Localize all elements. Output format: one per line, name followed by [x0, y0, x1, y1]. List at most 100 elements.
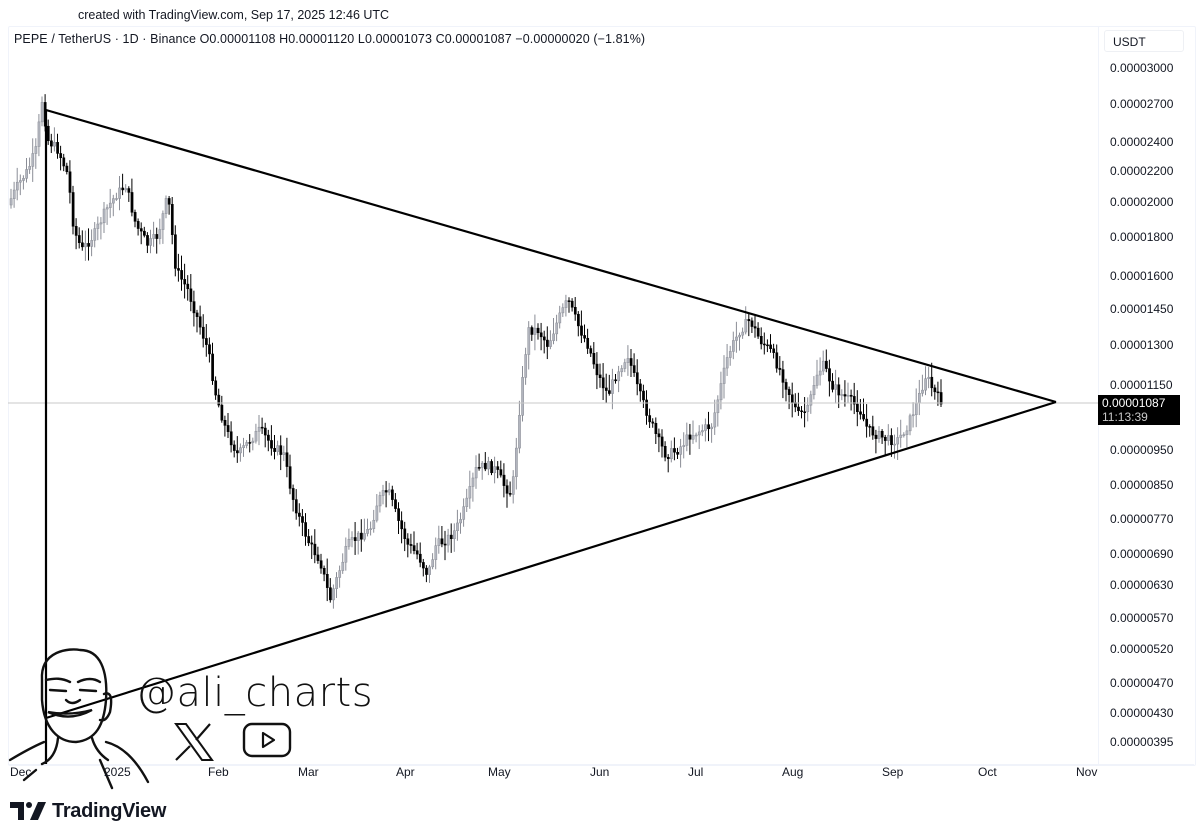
candle: [99, 222, 103, 225]
candle: [893, 443, 896, 446]
price-tick-label: 0.00000950: [1110, 443, 1174, 457]
candle: [164, 198, 168, 214]
tradingview-logo-icon: [10, 802, 46, 820]
candle: [186, 283, 190, 290]
candle: [465, 497, 469, 507]
candle: [608, 390, 611, 394]
candle: [890, 435, 893, 446]
candle: [859, 411, 862, 415]
candle: [580, 325, 583, 336]
candle: [862, 414, 865, 420]
candle: [592, 352, 596, 365]
candle: [90, 240, 94, 247]
tradingview-logo[interactable]: TradingView: [10, 800, 166, 822]
triangle-pattern[interactable]: [44, 108, 1057, 764]
candle: [818, 370, 822, 376]
candle: [96, 223, 100, 229]
candle: [756, 327, 760, 337]
candles: [9, 94, 943, 609]
candle: [130, 192, 134, 213]
candle: [372, 519, 376, 529]
candle: [939, 392, 943, 405]
price-tick-label: 0.00002200: [1110, 164, 1174, 178]
candle: [180, 270, 183, 280]
candle: [329, 587, 332, 601]
candle: [434, 545, 438, 560]
candle: [267, 434, 270, 441]
candle: [84, 243, 87, 248]
candle: [9, 198, 13, 206]
candle: [248, 442, 252, 444]
candle: [753, 326, 757, 329]
candle: [573, 307, 577, 315]
candle: [685, 434, 689, 446]
candle: [511, 476, 515, 495]
candle: [508, 493, 512, 495]
candle: [214, 380, 218, 396]
candle: [682, 445, 686, 447]
candle: [648, 415, 652, 423]
time-tick-label: Dec: [10, 765, 32, 779]
price-tick-label: 0.00001600: [1110, 269, 1174, 283]
candle: [375, 505, 379, 521]
price-tick-label: 0.00001150: [1110, 378, 1173, 392]
candle: [242, 445, 245, 448]
candle: [936, 391, 940, 394]
time-tick-label: Oct: [978, 765, 997, 779]
candle: [911, 414, 915, 417]
price-tick-label: 0.00002700: [1110, 97, 1174, 111]
candle: [313, 543, 317, 556]
candle: [174, 234, 177, 269]
candle: [397, 508, 400, 521]
candle: [347, 538, 351, 547]
candle: [614, 379, 617, 382]
candle: [205, 338, 208, 345]
candle: [220, 404, 224, 421]
price-tick-label: 0.00000470: [1110, 676, 1174, 690]
candle: [229, 431, 233, 446]
price-tick-label: 0.00000690: [1110, 547, 1174, 561]
candle: [177, 268, 180, 271]
candle: [369, 528, 373, 530]
candle: [809, 394, 813, 406]
candle: [403, 528, 407, 539]
candle: [707, 424, 710, 430]
candle: [772, 348, 776, 353]
candle: [93, 228, 97, 241]
candle: [273, 447, 276, 452]
candle: [22, 178, 25, 181]
candle: [632, 365, 636, 373]
candle: [112, 198, 115, 204]
bar-countdown: 11:13:39: [1102, 410, 1148, 424]
candle: [449, 534, 453, 540]
candle: [74, 226, 78, 236]
time-tick-label: Apr: [396, 765, 415, 779]
candle: [598, 374, 602, 378]
candle: [914, 402, 918, 415]
candle: [502, 474, 506, 486]
ohlc-legend: PEPE / TetherUS · 1D · Binance O0.000011…: [14, 32, 646, 46]
candle: [673, 448, 676, 453]
last-price-value: 0.00001087: [1102, 396, 1166, 410]
currency-selector[interactable]: USDT: [1104, 30, 1184, 52]
candle: [629, 358, 633, 366]
candle: [412, 545, 416, 551]
candle: [639, 383, 642, 392]
candle: [406, 538, 410, 545]
candle: [738, 334, 741, 338]
candle: [800, 410, 803, 413]
support-trendline[interactable]: [45, 400, 1057, 720]
candle: [722, 367, 726, 384]
resistance-trendline[interactable]: [45, 108, 1057, 404]
price-tick-label: 0.00000520: [1110, 642, 1174, 656]
candle: [360, 532, 363, 540]
candle: [728, 351, 732, 358]
candle: [874, 434, 878, 439]
candle: [124, 188, 128, 191]
candle: [487, 461, 490, 470]
candle: [77, 235, 81, 244]
candle: [167, 198, 171, 205]
time-tick-label: Jul: [688, 765, 704, 779]
candle: [192, 301, 196, 314]
